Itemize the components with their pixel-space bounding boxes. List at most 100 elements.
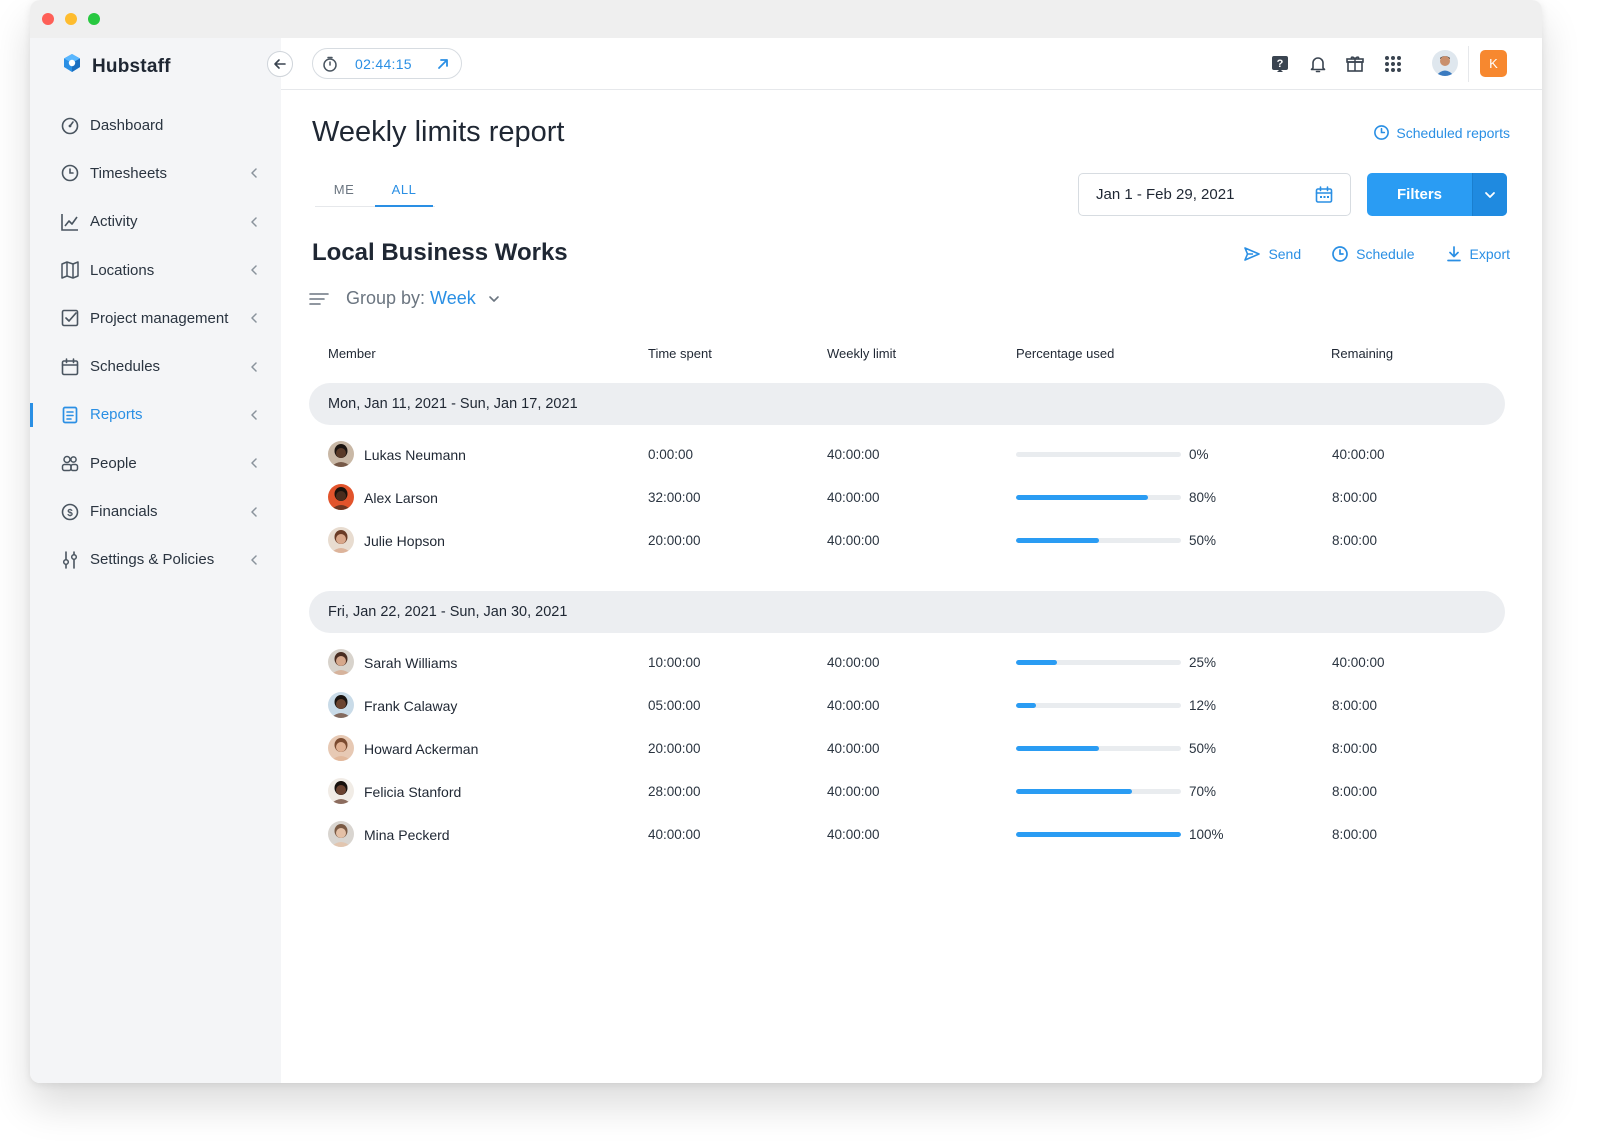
schedule-button[interactable]: Schedule (1331, 245, 1415, 263)
table-row[interactable]: Frank Calaway 05:00:00 40:00:00 12% 8:00:00 (309, 684, 1505, 727)
sidebar-item-timesheets[interactable]: Timesheets (30, 149, 281, 197)
weekly-limit: 40:00:00 (827, 741, 880, 756)
clock-icon (1374, 125, 1390, 140)
sidebar-item-schedules[interactable]: Schedules (30, 342, 281, 390)
notifications-bell-icon[interactable] (1306, 52, 1330, 76)
group-by-value: Week (430, 288, 476, 308)
member-name[interactable]: Felicia Stanford (364, 784, 462, 800)
maximize-window-button[interactable] (88, 13, 100, 25)
close-window-button[interactable] (42, 13, 54, 25)
app-window: Hubstaff Dashboard Timesheets Activity Loca… (30, 0, 1542, 1083)
send-button[interactable]: Send (1243, 245, 1301, 263)
chevron-left-icon (251, 555, 257, 565)
percentage-progress-bar (1016, 789, 1181, 794)
group-by-label: Group by: (346, 288, 426, 308)
sidebar-item-financials[interactable]: $ Financials (30, 487, 281, 535)
remaining: 8:00:00 (1332, 698, 1378, 713)
table-row[interactable]: Julie Hopson 20:00:00 40:00:00 50% 8:00:00 (309, 519, 1505, 562)
scheduled-reports-link[interactable]: Scheduled reports (1373, 124, 1510, 141)
member-name[interactable]: Howard Ackerman (364, 741, 479, 757)
send-label: Send (1268, 246, 1302, 262)
week-group-header: Fri, Jan 22, 2021 - Sun, Jan 30, 2021 (309, 591, 1505, 633)
chevron-left-icon (251, 265, 257, 275)
stopwatch-icon (323, 56, 337, 72)
sidebar-item-activity[interactable]: Activity (30, 198, 281, 246)
checkbox-icon (60, 308, 80, 328)
column-header-remaining[interactable]: Remaining (1331, 346, 1394, 361)
progress-fill (1016, 538, 1099, 543)
export-button[interactable]: Export (1445, 245, 1510, 263)
percentage-progress-bar (1016, 495, 1181, 500)
table-row[interactable]: Alex Larson 32:00:00 40:00:00 80% 8:00:00 (309, 476, 1505, 519)
timer-widget[interactable]: 02:44:15 (312, 48, 462, 79)
table-row[interactable]: Felicia Stanford 28:00:00 40:00:00 70% 8:00:… (309, 770, 1505, 813)
table-row[interactable]: Sarah Williams 10:00:00 40:00:00 25% 40:00:0… (309, 641, 1505, 684)
collapse-sidebar-button[interactable] (267, 51, 293, 77)
filters-button-group: Filters (1367, 173, 1507, 216)
member-name[interactable]: Sarah Williams (364, 655, 458, 671)
hubstaff-logo[interactable]: Hubstaff (60, 52, 171, 81)
percentage-used: 50% (1189, 533, 1217, 548)
time-spent: 05:00:00 (648, 698, 701, 713)
export-label: Export (1469, 246, 1510, 262)
help-icon[interactable]: ? (1268, 52, 1292, 76)
sidebar-item-label: Activity (90, 213, 138, 231)
clock-icon (1332, 246, 1348, 262)
column-header-time-spent[interactable]: Time spent (648, 346, 712, 361)
progress-fill (1016, 495, 1148, 500)
list-icon (309, 292, 329, 305)
table-row[interactable]: Lukas Neumann 0:00:00 40:00:00 0% 40:00:00 (309, 433, 1505, 476)
table-row[interactable]: Howard Ackerman 20:00:00 40:00:00 50% 8:00:0… (309, 727, 1505, 770)
group-by-selector[interactable]: Group by: Week (309, 288, 500, 309)
member-avatar (328, 735, 354, 761)
tab-me[interactable]: ME (333, 182, 355, 197)
sidebar-item-label: Settings & Policies (90, 551, 215, 569)
weekly-limit: 40:00:00 (827, 655, 880, 670)
member-name[interactable]: Mina Peckerd (364, 827, 450, 843)
column-header-percentage-used[interactable]: Percentage used (1016, 346, 1115, 361)
filters-button[interactable]: Filters (1396, 186, 1442, 203)
gift-icon[interactable] (1343, 52, 1367, 76)
sidebar: Hubstaff Dashboard Timesheets Activity Loca… (30, 38, 281, 1083)
column-header-member[interactable]: Member (328, 346, 376, 361)
table-header: Member Time spent Weekly limit Percentag… (309, 338, 1505, 372)
sidebar-item-dashboard[interactable]: Dashboard (30, 101, 281, 149)
calendar-icon (1315, 186, 1333, 203)
member-name[interactable]: Lukas Neumann (364, 447, 466, 463)
percentage-progress-bar (1016, 452, 1181, 457)
apps-grid-icon[interactable] (1381, 52, 1405, 76)
member-name[interactable]: Alex Larson (364, 490, 438, 506)
sliders-icon (60, 550, 80, 570)
percentage-used: 100% (1189, 827, 1224, 842)
column-header-weekly-limit[interactable]: Weekly limit (827, 346, 897, 361)
sidebar-item-people[interactable]: People (30, 439, 281, 487)
weekly-limit: 40:00:00 (827, 784, 880, 799)
table-row[interactable]: Mina Peckerd 40:00:00 40:00:00 100% 8:00:00 (309, 813, 1505, 856)
member-avatar (328, 527, 354, 553)
tab-all[interactable]: ALL (375, 182, 433, 207)
date-range-picker[interactable]: Jan 1 - Feb 29, 2021 (1078, 173, 1351, 216)
user-avatar[interactable] (1432, 50, 1458, 76)
top-bar: 02:44:15 ? K (267, 38, 1542, 90)
progress-fill (1016, 660, 1058, 665)
clock-icon (60, 163, 80, 183)
member-name[interactable]: Julie Hopson (364, 533, 445, 549)
sidebar-item-reports[interactable]: Reports (30, 391, 281, 439)
minimize-window-button[interactable] (65, 13, 77, 25)
organization-badge[interactable]: K (1480, 50, 1507, 77)
sidebar-item-settings-and-policies[interactable]: Settings & Policies (30, 536, 281, 584)
member-avatar (328, 484, 354, 510)
week-group-rows: Sarah Williams 10:00:00 40:00:00 25% 40:00:0… (309, 633, 1505, 874)
view-tabs: ME ALL (315, 182, 435, 207)
time-spent: 20:00:00 (648, 741, 701, 756)
sidebar-item-project-management[interactable]: Project management (30, 294, 281, 342)
open-timer-icon[interactable] (435, 56, 451, 72)
member-name[interactable]: Frank Calaway (364, 698, 458, 714)
remaining: 40:00:00 (1332, 447, 1385, 462)
filters-dropdown-button[interactable] (1472, 173, 1507, 216)
sidebar-item-locations[interactable]: Locations (30, 246, 281, 294)
member-avatar (328, 821, 354, 847)
chevron-left-icon (251, 361, 257, 372)
svg-text:?: ? (1277, 58, 1284, 70)
download-icon (1446, 246, 1461, 262)
